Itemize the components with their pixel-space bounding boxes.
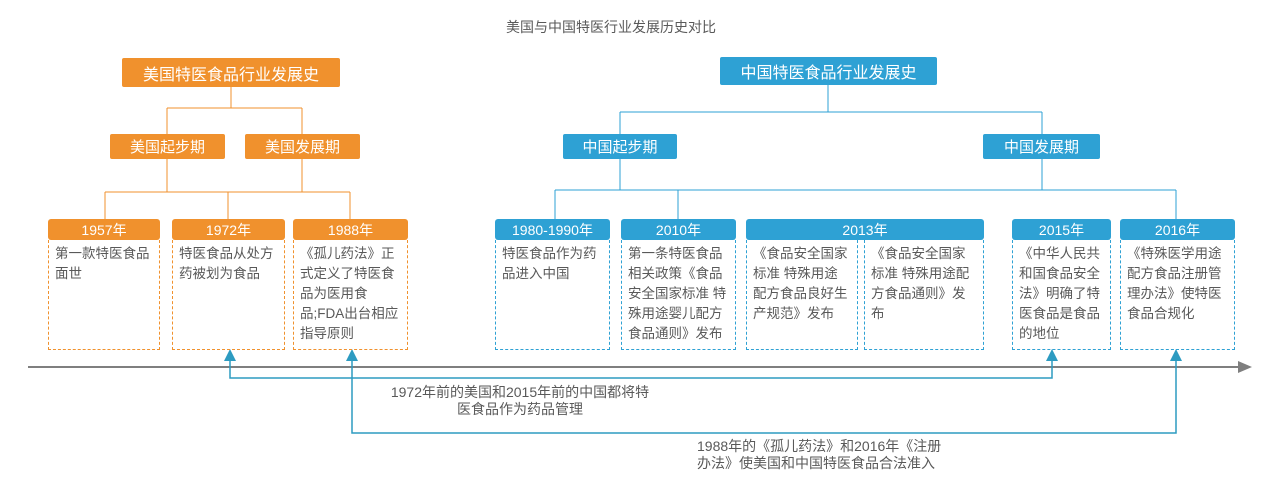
comparison-bracket-drug-management: [224, 349, 1058, 379]
up-arrow-icon: [1046, 349, 1058, 361]
us-tree-connectors: [104, 87, 351, 219]
cn-event-2015-year: 2015年: [1012, 219, 1111, 240]
timeline-axis: [28, 361, 1252, 373]
annotation-legal-entry: 1988年的《孤儿药法》和2016年《注册办法》使美国和中国特医食品合法准入: [697, 438, 942, 471]
cn-event-2010-year: 2010年: [621, 219, 736, 240]
cn-event-2016: 2016年 《特殊医学用途配方食品注册管理办法》使特医食品合规化: [1120, 219, 1235, 350]
cn-event-2013-year: 2013年: [746, 219, 984, 240]
comparison-bracket-legal-entry: [346, 349, 1182, 434]
cn-event-2013-desc-left: 《食品安全国家标准 特殊用途配方食品良好生产规范》发布: [746, 240, 858, 350]
cn-event-2016-year: 2016年: [1120, 219, 1235, 240]
us-root-node: 美国特医食品行业发展史: [122, 58, 340, 87]
diagram-title: 美国与中国特医行业发展历史对比: [506, 19, 716, 35]
up-arrow-icon: [1170, 349, 1182, 361]
us-event-1972: 1972年 特医食品从处方药被划为食品: [172, 219, 285, 350]
cn-event-2013-columns: 《食品安全国家标准 特殊用途配方食品良好生产规范》发布 《食品安全国家标准 特殊…: [746, 240, 984, 350]
us-stage-development: 美国发展期: [245, 134, 360, 159]
us-event-1988: 1988年 《孤儿药法》正式定义了特医食品为医用食品;FDA出台相应指导原则: [293, 219, 408, 350]
up-arrow-icon: [224, 349, 236, 361]
up-arrow-icon: [346, 349, 358, 361]
timeline-arrowhead-icon: [1238, 361, 1252, 373]
cn-event-2015-desc: 《中华人民共和国食品安全法》明确了特医食品是食品的地位: [1012, 240, 1111, 350]
cn-tree-connectors: [554, 85, 1177, 219]
cn-stage-startup: 中国起步期: [563, 134, 677, 159]
cn-root-node: 中国特医食品行业发展史: [720, 57, 937, 85]
cn-event-2013-desc-right: 《食品安全国家标准 特殊用途配方食品通则》发布: [864, 240, 984, 350]
cn-event-1980-1990: 1980-1990年 特医食品作为药品进入中国: [495, 219, 610, 350]
us-stage-startup: 美国起步期: [110, 134, 225, 159]
cn-event-1980-1990-year: 1980-1990年: [495, 219, 610, 240]
cn-event-2016-desc: 《特殊医学用途配方食品注册管理办法》使特医食品合规化: [1120, 240, 1235, 350]
cn-stage-development: 中国发展期: [983, 134, 1100, 159]
us-event-1957-year: 1957年: [48, 219, 160, 240]
cn-event-2013: 2013年 《食品安全国家标准 特殊用途配方食品良好生产规范》发布 《食品安全国…: [746, 219, 984, 350]
cn-event-1980-1990-desc: 特医食品作为药品进入中国: [495, 240, 610, 350]
annotation-drug-management: 1972年前的美国和2015年前的中国都将特医食品作为药品管理: [390, 384, 650, 417]
us-event-1972-year: 1972年: [172, 219, 285, 240]
us-event-1957-desc: 第一款特医食品面世: [48, 240, 160, 350]
us-event-1988-year: 1988年: [293, 219, 408, 240]
cn-event-2010: 2010年 第一条特医食品相关政策《食品安全国家标准 特殊用途婴儿配方食品通则》…: [621, 219, 736, 350]
us-event-1988-desc: 《孤儿药法》正式定义了特医食品为医用食品;FDA出台相应指导原则: [293, 240, 408, 350]
us-event-1972-desc: 特医食品从处方药被划为食品: [172, 240, 285, 350]
us-event-1957: 1957年 第一款特医食品面世: [48, 219, 160, 350]
cn-event-2010-desc: 第一条特医食品相关政策《食品安全国家标准 特殊用途婴儿配方食品通则》发布: [621, 240, 736, 350]
cn-event-2015: 2015年 《中华人民共和国食品安全法》明确了特医食品是食品的地位: [1012, 219, 1111, 350]
